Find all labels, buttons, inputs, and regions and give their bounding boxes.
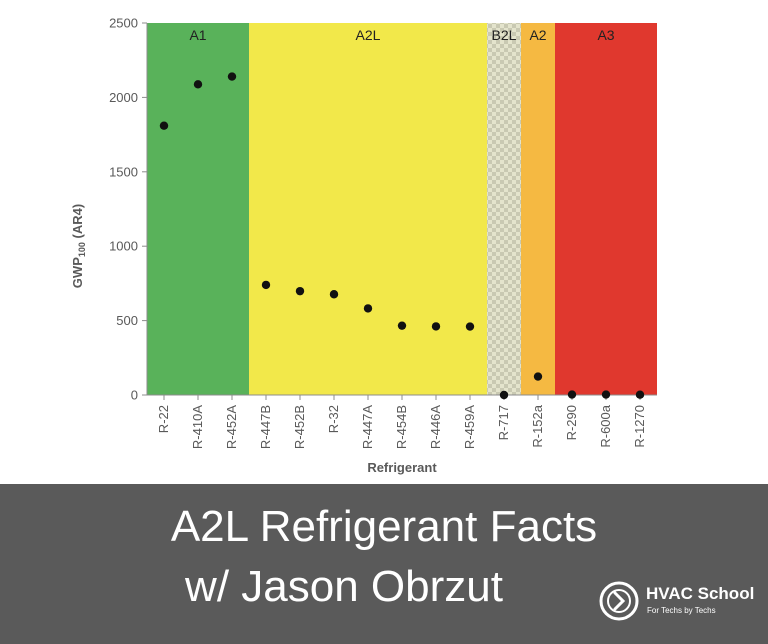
x-tick-label: R-1270 <box>632 405 647 448</box>
y-ticks: 0 500 1000 1500 2000 2500 <box>109 16 147 403</box>
title-banner: A2L Refrigerant Facts w/ Jason Obrzut HV… <box>0 484 768 644</box>
band-label-a3: A3 <box>597 27 614 43</box>
x-tick-label: R-446A <box>428 405 443 449</box>
y-tick-label: 500 <box>116 313 138 328</box>
banner-title-line-1: A2L Refrigerant Facts <box>170 502 598 551</box>
x-tick-label: R-459A <box>462 405 477 449</box>
x-axis-title: Refrigerant <box>367 460 437 475</box>
data-point <box>363 304 373 313</box>
brand-logo-block: HVAC School For Techs by Techs <box>598 578 763 626</box>
data-point <box>227 72 237 81</box>
x-tick-label: R-600a <box>598 404 613 447</box>
band-label-a1: A1 <box>189 27 206 43</box>
band-a2 <box>521 23 555 395</box>
banner-title-line-2: w/ Jason Obrzut <box>185 562 503 611</box>
x-tick-label: R-717 <box>496 405 511 440</box>
brand-name: HVAC School <box>646 584 755 603</box>
safety-class-labels: A1 A2L B2L A2 A3 <box>189 27 614 43</box>
data-point <box>431 322 441 331</box>
data-point <box>159 121 169 130</box>
y-tick-label: 2000 <box>109 90 138 105</box>
band-label-a2: A2 <box>529 27 546 43</box>
x-tick-label: R-452A <box>224 405 239 449</box>
safety-class-bands <box>147 23 657 395</box>
x-tick-label: R-32 <box>326 405 341 433</box>
data-point <box>567 390 577 399</box>
y-tick-label: 1500 <box>109 164 138 179</box>
band-label-b2l: B2L <box>492 27 517 43</box>
data-point <box>465 322 475 331</box>
x-tick-label: R-447A <box>360 405 375 449</box>
x-tick-label: R-22 <box>156 405 171 433</box>
data-point <box>295 286 305 296</box>
x-tick-label: R-454B <box>394 405 409 449</box>
data-point <box>635 390 645 399</box>
data-point <box>601 390 611 399</box>
brand-tagline: For Techs by Techs <box>647 606 716 615</box>
data-point <box>397 321 407 330</box>
y-tick-label: 0 <box>131 388 138 403</box>
x-tick-label: R-452B <box>292 405 307 449</box>
x-ticks: R-22 R-410A R-452A R-447B R-452B R-32 R-447A R-… <box>156 395 647 449</box>
y-tick-label: 1000 <box>109 239 138 254</box>
y-axis-title: GWP100 (AR4) <box>70 204 87 288</box>
band-label-a2l: A2L <box>356 27 381 43</box>
x-tick-label: R-152a <box>530 404 545 447</box>
chart-area: A1 A2L B2L A2 A3 0 500 1000 1500 2000 2500 R-22 R-… <box>70 15 657 475</box>
data-point <box>193 80 203 89</box>
band-b2l <box>487 23 521 395</box>
y-tick-label: 2500 <box>109 16 138 31</box>
x-tick-label: R-290 <box>564 405 579 440</box>
data-point <box>499 390 509 400</box>
band-a2l <box>249 23 487 395</box>
band-a3 <box>555 23 657 395</box>
hvac-school-logo-icon <box>599 581 639 621</box>
data-points <box>159 72 645 400</box>
data-point <box>533 372 543 381</box>
x-tick-label: R-410A <box>190 405 205 449</box>
data-point <box>261 280 271 290</box>
data-point <box>329 290 339 299</box>
x-tick-label: R-447B <box>258 405 273 449</box>
